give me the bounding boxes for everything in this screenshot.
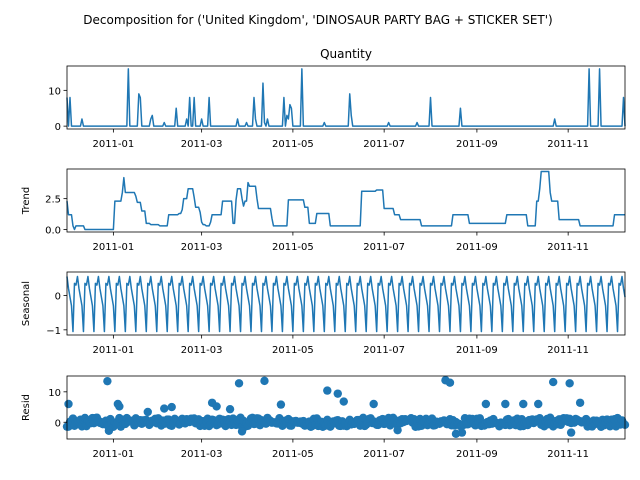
axes-frame [66, 271, 626, 336]
y-tick-label: 10 [48, 86, 61, 97]
resid-point [445, 378, 455, 387]
x-tick-label: 2011-09 [456, 139, 498, 150]
resid-point [481, 399, 491, 409]
resid-point [104, 426, 114, 435]
resid-point [565, 379, 574, 388]
y-axis-label: Trend [21, 187, 32, 215]
figure-suptitle: Decomposition for ('United Kingdom', 'DI… [83, 13, 552, 27]
y-axis-label: Seasonal [21, 281, 32, 326]
y-tick-label: 0 [55, 122, 61, 133]
x-tick-label: 2011-05 [272, 242, 314, 253]
x-tick-label: 2011-07 [363, 242, 405, 253]
x-tick-label: 2011-01 [92, 449, 134, 460]
resid-point [160, 404, 169, 413]
x-tick-label: 2011-01 [92, 345, 134, 356]
resid-point [534, 399, 543, 409]
resid-point [237, 427, 247, 436]
resid-point [103, 376, 112, 386]
x-tick-label: 2011-05 [272, 345, 314, 356]
x-tick-label: 2011-01 [92, 139, 134, 150]
resid-point [143, 407, 152, 417]
x-tick-label: 2011-03 [181, 345, 223, 356]
resid-point [566, 428, 576, 437]
x-tick-label: 2011-07 [363, 345, 405, 356]
resid-point [369, 399, 378, 409]
resid-point [519, 399, 528, 409]
resid-point [115, 402, 124, 411]
resid-point [167, 402, 176, 412]
resid-point [548, 377, 558, 387]
resid-point [260, 376, 269, 386]
x-tick-label: 2011-03 [181, 242, 223, 253]
y-tick-label: −1 [46, 326, 61, 337]
x-tick-label: 2011-03 [181, 449, 223, 460]
resid-point [333, 389, 342, 398]
x-tick-label: 2011-09 [456, 449, 498, 460]
y-tick-label: 0.0 [45, 226, 61, 237]
x-tick-label: 2011-11 [547, 345, 589, 356]
resid-point [475, 414, 485, 423]
x-tick-label: 2011-07 [363, 449, 405, 460]
x-tick-label: 2011-11 [547, 139, 589, 150]
resid-point [64, 399, 73, 409]
resid-point [323, 386, 332, 395]
y-axis-label: Resid [21, 394, 32, 421]
axes-frame [66, 168, 626, 233]
resid-point [276, 400, 286, 409]
y-tick-label: 0 [55, 291, 61, 302]
series-line-2 [66, 170, 625, 231]
x-tick-label: 2011-11 [547, 242, 589, 253]
resid-point [393, 425, 402, 435]
axes-frame [66, 375, 626, 440]
x-tick-label: 2011-05 [272, 449, 314, 460]
x-tick-label: 2011-03 [181, 139, 223, 150]
resid-point [234, 379, 244, 388]
panel-title: Quantity [320, 47, 372, 61]
axes-frame [66, 65, 626, 130]
resid-point [575, 398, 585, 407]
x-tick-label: 2011-07 [363, 139, 405, 150]
resid-point [501, 399, 510, 409]
resid-point [225, 404, 235, 414]
x-tick-label: 2011-09 [456, 345, 498, 356]
resid-point [212, 402, 221, 411]
x-tick-label: 2011-11 [547, 449, 589, 460]
series-line-1 [66, 68, 626, 127]
x-tick-label: 2011-09 [456, 242, 498, 253]
panels-group: 0 10 2011-01 2011-03 2011-05 2011-07 2011-09 20… [21, 47, 630, 460]
y-tick-label: 2.5 [45, 195, 61, 206]
y-tick-label: 10 [48, 388, 61, 399]
resid-point [339, 397, 348, 406]
resid-point [457, 428, 467, 437]
series-line-3 [66, 275, 626, 333]
y-tick-label: 0 [55, 418, 61, 429]
x-tick-label: 2011-01 [92, 242, 134, 253]
x-tick-label: 2011-05 [272, 139, 314, 150]
